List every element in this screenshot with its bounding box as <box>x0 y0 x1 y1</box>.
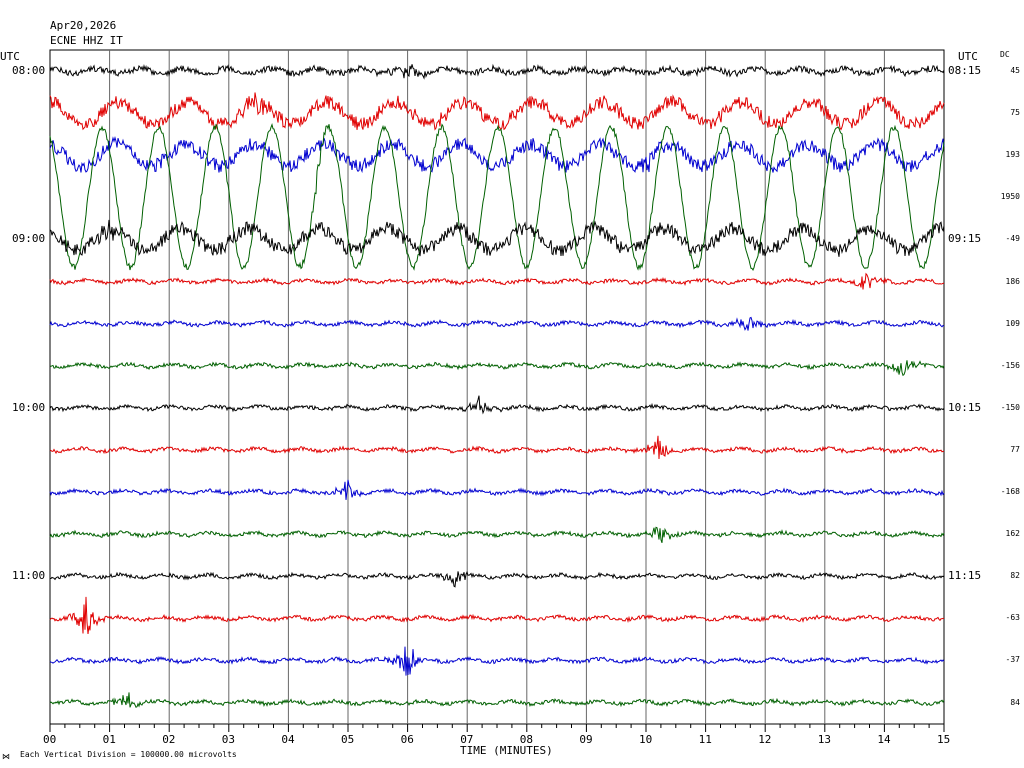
x-tick-label: 00 <box>43 733 57 746</box>
plot-frame <box>49 49 945 725</box>
seismic-trace <box>49 63 945 80</box>
seismic-trace <box>49 272 945 290</box>
x-tick-label: 10 <box>639 733 653 746</box>
x-axis-ticks <box>49 724 945 732</box>
seismic-trace <box>49 123 945 272</box>
dc-offset-value: 162 <box>1005 529 1020 539</box>
seismic-trace <box>49 596 944 634</box>
trace-group <box>49 63 945 708</box>
dc-offset-value: -156 <box>1000 360 1020 370</box>
dc-offset-value: 1950 <box>1000 192 1020 202</box>
seismic-trace <box>49 395 945 415</box>
x-tick-label: 01 <box>102 733 116 746</box>
x-tick-label: 07 <box>460 733 474 746</box>
seismic-trace <box>49 692 945 708</box>
dc-offset-value: 193 <box>1005 150 1020 160</box>
seismic-trace <box>49 435 945 460</box>
seismic-trace <box>49 479 945 500</box>
x-tick-label: 06 <box>400 733 414 746</box>
x-tick-label: 05 <box>341 733 355 746</box>
left-time-label: 11:00 <box>12 569 46 583</box>
seismic-trace <box>49 360 945 377</box>
x-tick-label: 09 <box>579 733 593 746</box>
dc-offset-value: 75 <box>1010 108 1020 118</box>
dc-offset-value: -49 <box>1005 234 1020 244</box>
x-tick-label: 08 <box>519 733 534 746</box>
header-station: ECNE HHZ IT <box>50 34 123 47</box>
utc-right-label: UTC <box>958 50 978 63</box>
x-axis-label: TIME (MINUTES) <box>460 744 553 757</box>
left-time-label: 10:00 <box>12 400 46 414</box>
seismic-trace <box>49 646 945 676</box>
right-time-label: 11:15 <box>948 569 982 583</box>
x-tick-label: 14 <box>877 733 891 746</box>
dc-offset-value: 82 <box>1010 571 1020 581</box>
plot-grid <box>49 49 945 725</box>
dc-offset-value: 109 <box>1005 318 1020 328</box>
dc-offset-value: 84 <box>1010 697 1020 707</box>
dc-offset-value: -37 <box>1005 655 1020 665</box>
dc-label: DC <box>1000 50 1010 59</box>
right-time-label: 08:15 <box>948 64 982 77</box>
x-tick-label: 15 <box>937 733 951 746</box>
x-tick-label: 03 <box>221 733 236 746</box>
x-tick-label: 04 <box>281 733 295 746</box>
seismic-trace <box>49 92 945 131</box>
seismic-trace <box>50 570 945 588</box>
dc-offset-value: 77 <box>1010 444 1020 454</box>
dc-offset-value: -63 <box>1005 613 1020 623</box>
x-tick-label: 02 <box>162 733 176 746</box>
x-tick-label: 12 <box>758 733 772 746</box>
seismic-trace <box>49 316 945 331</box>
x-tick-label: 11 <box>698 733 712 746</box>
dc-offset-value: 186 <box>1005 276 1020 286</box>
seismic-trace <box>49 136 945 174</box>
seismic-trace <box>49 219 945 257</box>
scale-note-icon: ⋈ <box>2 752 10 761</box>
utc-left-label: UTC <box>0 50 20 63</box>
seismic-trace <box>49 526 945 543</box>
left-time-label: 08:00 <box>12 64 46 77</box>
x-tick-label: 13 <box>817 733 832 746</box>
right-time-label: 09:15 <box>948 232 982 246</box>
dc-offset-value: -168 <box>1000 487 1020 496</box>
left-time-label: 09:00 <box>12 232 46 246</box>
dc-offset-value: 45 <box>1010 66 1020 75</box>
header-date: Apr20,2026 <box>50 19 117 32</box>
dc-offset-value: -150 <box>1000 402 1020 412</box>
right-time-label: 10:15 <box>948 400 982 414</box>
scale-note: Each Vertical Division = 100000.00 micro… <box>20 750 237 759</box>
